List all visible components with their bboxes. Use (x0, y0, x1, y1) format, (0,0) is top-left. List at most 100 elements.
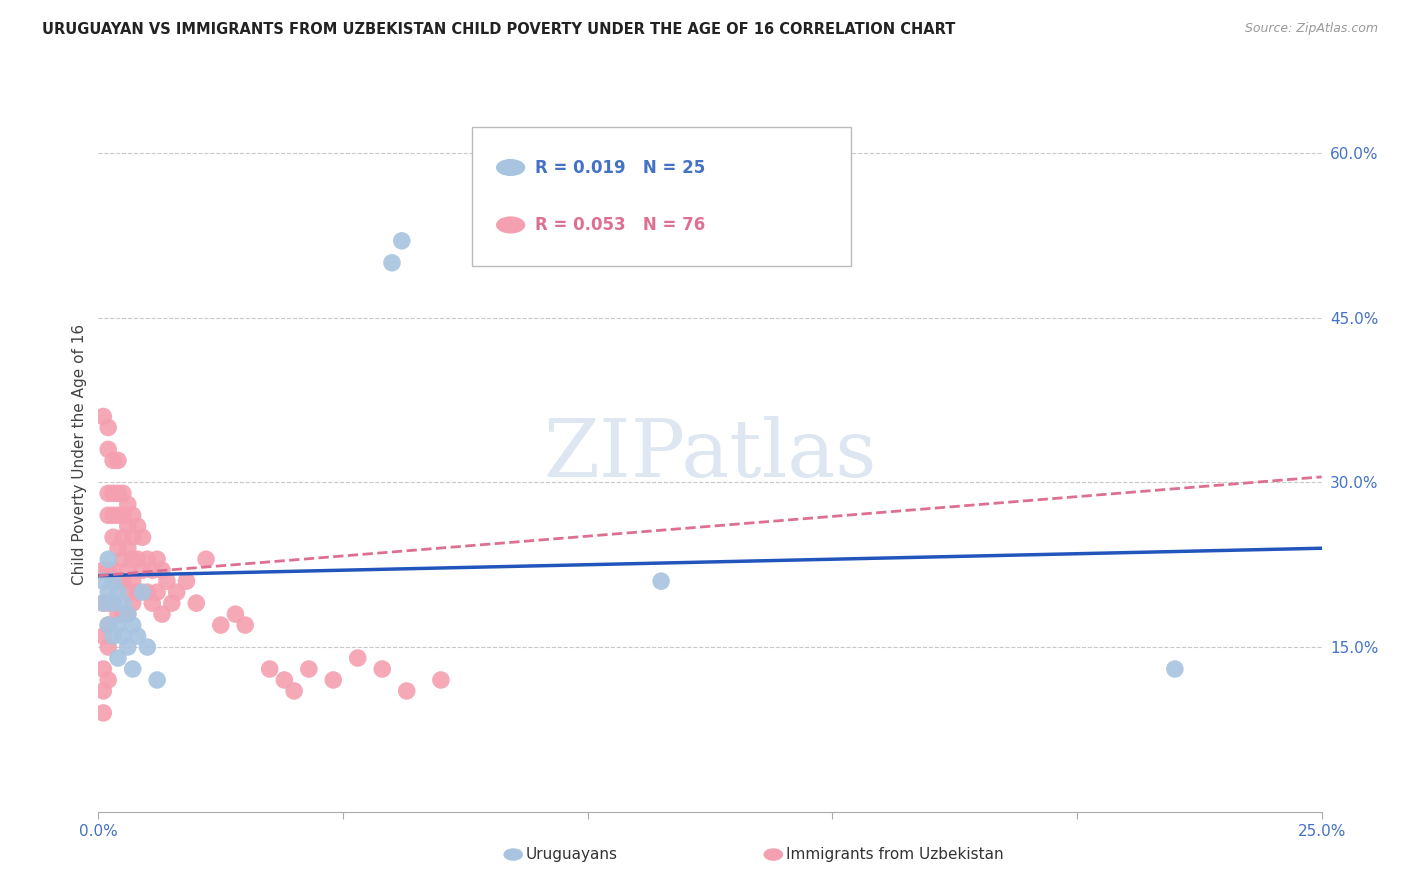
Point (430, 673, 453, 687)
Point (166, 585, 188, 599)
Point (127, 519, 149, 533)
Point (150, 563, 173, 577)
Point (121, 552, 143, 566)
Point (97, 508, 120, 523)
Point (111, 508, 134, 523)
Point (233, 618, 256, 632)
Point (97, 486, 120, 500)
Point (107, 453, 129, 467)
Point (101, 574, 124, 589)
Point (322, 673, 344, 687)
Circle shape (496, 159, 526, 176)
Point (391, 234, 413, 248)
Point (136, 585, 159, 599)
Point (97, 563, 120, 577)
Point (101, 629, 124, 643)
Point (91, 684, 114, 698)
Point (101, 596, 124, 610)
Text: R = 0.053   N = 76: R = 0.053 N = 76 (536, 216, 706, 234)
Point (298, 662, 321, 676)
Point (136, 552, 159, 566)
Point (146, 673, 169, 687)
Point (195, 552, 218, 566)
Point (146, 585, 169, 599)
Point (150, 607, 173, 621)
Point (111, 574, 134, 589)
Point (107, 651, 129, 665)
Text: ZIPatlas: ZIPatlas (543, 416, 877, 494)
Point (97, 618, 120, 632)
Point (121, 530, 143, 544)
Point (283, 684, 305, 698)
Point (101, 508, 124, 523)
Point (156, 574, 179, 589)
Point (107, 486, 129, 500)
Text: Source: ZipAtlas.com: Source: ZipAtlas.com (1244, 22, 1378, 36)
Point (111, 552, 134, 566)
Point (111, 530, 134, 544)
Text: R = 0.019   N = 25: R = 0.019 N = 25 (536, 159, 706, 177)
Point (97, 420, 120, 434)
Point (186, 596, 208, 610)
Text: Immigrants from Uzbekistan: Immigrants from Uzbekistan (786, 847, 1004, 862)
Point (121, 662, 143, 676)
Point (381, 256, 404, 270)
Point (346, 651, 368, 665)
Point (97, 596, 120, 610)
Point (121, 574, 143, 589)
Point (97, 640, 120, 654)
Point (97, 673, 120, 687)
Point (146, 552, 169, 566)
Point (101, 563, 124, 577)
FancyBboxPatch shape (471, 127, 851, 266)
Text: URUGUAYAN VS IMMIGRANTS FROM UZBEKISTAN CHILD POVERTY UNDER THE AGE OF 16 CORREL: URUGUAYAN VS IMMIGRANTS FROM UZBEKISTAN … (42, 22, 956, 37)
Point (111, 486, 134, 500)
Point (97, 442, 120, 457)
Point (91, 596, 114, 610)
Point (273, 673, 295, 687)
Point (121, 508, 143, 523)
Point (121, 596, 143, 610)
Point (117, 541, 139, 556)
Point (259, 662, 281, 676)
Point (1164, 662, 1187, 676)
Point (395, 684, 418, 698)
Point (107, 585, 129, 599)
Text: Uruguayans: Uruguayans (526, 847, 617, 862)
Point (97, 618, 120, 632)
Point (97, 585, 120, 599)
Point (107, 541, 129, 556)
Point (117, 519, 139, 533)
Point (111, 596, 134, 610)
Point (101, 453, 124, 467)
Point (224, 607, 246, 621)
Point (371, 662, 394, 676)
Point (117, 497, 139, 511)
Point (117, 640, 139, 654)
Point (91, 629, 114, 643)
Point (107, 618, 129, 632)
Point (91, 409, 114, 424)
Point (91, 596, 114, 610)
Point (107, 607, 129, 621)
Point (131, 530, 153, 544)
Point (160, 596, 183, 610)
Point (91, 662, 114, 676)
Point (101, 530, 124, 544)
Point (141, 563, 163, 577)
Point (117, 585, 139, 599)
Point (209, 618, 232, 632)
Point (91, 563, 114, 577)
Point (650, 574, 672, 589)
Point (121, 618, 143, 632)
Point (127, 585, 149, 599)
Point (141, 596, 163, 610)
Point (101, 486, 124, 500)
Point (107, 574, 129, 589)
Point (111, 629, 134, 643)
Point (111, 607, 134, 621)
Point (131, 585, 153, 599)
Point (91, 706, 114, 720)
Point (97, 552, 120, 566)
Y-axis label: Child Poverty Under the Age of 16: Child Poverty Under the Age of 16 (72, 325, 87, 585)
